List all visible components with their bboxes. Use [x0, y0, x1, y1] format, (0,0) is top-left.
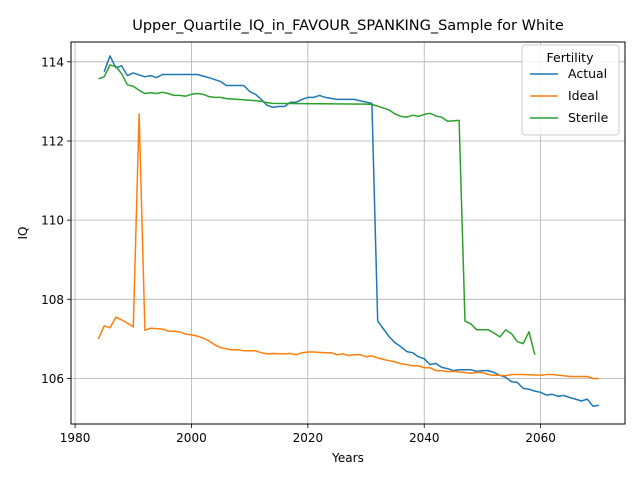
x-tick-label: 2000 [176, 431, 207, 445]
y-tick-label: 112 [41, 134, 64, 148]
series-layer [97, 55, 599, 407]
y-tick-label: 110 [41, 214, 64, 228]
axis-ticks: 1980 2000 2020 2040 2060 106 108 110 112 114 [41, 55, 556, 445]
legend-box [521, 44, 620, 136]
x-tick-label: 2060 [525, 431, 556, 445]
chart-title: Upper_Quartile_IQ_in_FAVOUR_SPANKING_Sam… [132, 18, 564, 34]
x-tick-label: 2020 [293, 431, 324, 445]
legend-label-ideal: Ideal [568, 88, 598, 103]
plot-frame [70, 41, 626, 425]
y-tick-label: 106 [41, 372, 64, 386]
series-line-ideal [97, 113, 599, 380]
y-tick-label: 108 [41, 293, 64, 307]
x-tick-label: 1980 [60, 431, 91, 445]
y-axis-label: IQ [16, 227, 30, 240]
x-tick-label: 2040 [409, 431, 440, 445]
legend: Fertility Actual Ideal Sterile [521, 44, 620, 136]
series-line-sterile [98, 64, 536, 355]
series-line-actual [103, 55, 599, 407]
x-axis-label: Years [331, 451, 364, 465]
legend-title: Fertility [547, 50, 595, 65]
legend-entries: Actual Ideal Sterile [530, 66, 609, 125]
y-tick-label: 114 [41, 55, 64, 69]
legend-label-sterile: Sterile [568, 110, 609, 125]
legend-label-actual: Actual [568, 66, 607, 81]
